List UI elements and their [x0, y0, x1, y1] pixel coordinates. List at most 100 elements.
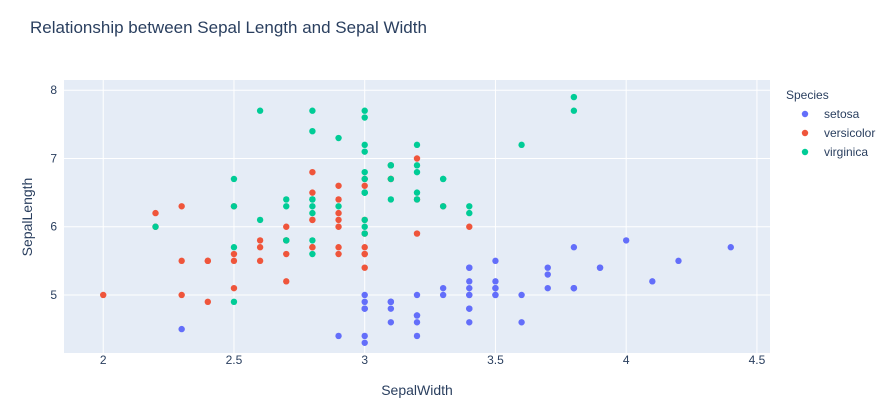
- virginica-point[interactable]: [283, 237, 290, 244]
- versicolor-point[interactable]: [335, 196, 342, 203]
- virginica-point[interactable]: [309, 107, 316, 114]
- virginica-point[interactable]: [309, 127, 316, 135]
- versicolor-point[interactable]: [230, 284, 238, 292]
- versicolor-point[interactable]: [230, 257, 238, 265]
- versicolor-point[interactable]: [256, 244, 264, 251]
- virginica-point[interactable]: [413, 162, 421, 169]
- setosa-point[interactable]: [361, 305, 368, 312]
- virginica-point[interactable]: [335, 134, 342, 142]
- versicolor-point[interactable]: [361, 264, 368, 271]
- virginica-point[interactable]: [361, 148, 368, 155]
- virginica-point[interactable]: [361, 168, 368, 176]
- virginica-point[interactable]: [230, 203, 238, 210]
- virginica-point[interactable]: [309, 196, 316, 203]
- setosa-point[interactable]: [387, 298, 395, 306]
- virginica-point[interactable]: [413, 141, 421, 149]
- plot-area[interactable]: [64, 80, 770, 353]
- setosa-point[interactable]: [413, 312, 421, 319]
- setosa-point[interactable]: [544, 284, 551, 292]
- setosa-point[interactable]: [361, 298, 368, 306]
- virginica-point[interactable]: [361, 175, 368, 183]
- setosa-point[interactable]: [466, 319, 473, 326]
- setosa-point[interactable]: [544, 271, 551, 278]
- virginica-point[interactable]: [439, 175, 447, 183]
- virginica-point[interactable]: [361, 230, 368, 237]
- versicolor-point[interactable]: [100, 291, 107, 299]
- setosa-point[interactable]: [675, 257, 682, 265]
- versicolor-point[interactable]: [178, 203, 185, 210]
- virginica-point[interactable]: [309, 209, 316, 217]
- virginica-point[interactable]: [230, 298, 238, 306]
- versicolor-point[interactable]: [230, 250, 238, 258]
- setosa-point[interactable]: [727, 244, 734, 251]
- setosa-point[interactable]: [518, 319, 525, 326]
- versicolor-point[interactable]: [361, 250, 368, 258]
- virginica-point[interactable]: [387, 162, 395, 169]
- setosa-point[interactable]: [387, 305, 395, 312]
- versicolor-point[interactable]: [361, 244, 368, 251]
- versicolor-point[interactable]: [309, 189, 316, 196]
- setosa-point[interactable]: [413, 291, 421, 299]
- setosa-point[interactable]: [492, 278, 499, 285]
- virginica-point[interactable]: [518, 141, 525, 149]
- versicolor-point[interactable]: [178, 257, 185, 265]
- virginica-point[interactable]: [361, 189, 368, 196]
- setosa-point[interactable]: [178, 325, 185, 333]
- setosa-point[interactable]: [570, 244, 578, 251]
- virginica-point[interactable]: [413, 189, 421, 196]
- versicolor-point[interactable]: [256, 257, 264, 265]
- versicolor-point[interactable]: [256, 237, 264, 244]
- virginica-point[interactable]: [570, 93, 578, 101]
- setosa-point[interactable]: [413, 332, 421, 340]
- virginica-point[interactable]: [466, 203, 473, 210]
- versicolor-point[interactable]: [152, 209, 159, 217]
- setosa-point[interactable]: [439, 291, 447, 299]
- virginica-point[interactable]: [361, 216, 368, 224]
- virginica-point[interactable]: [466, 209, 473, 217]
- setosa-point[interactable]: [439, 284, 447, 292]
- virginica-point[interactable]: [413, 168, 421, 176]
- versicolor-point[interactable]: [283, 250, 290, 258]
- setosa-point[interactable]: [387, 319, 395, 326]
- versicolor-point[interactable]: [178, 291, 185, 299]
- setosa-point[interactable]: [649, 278, 656, 285]
- virginica-point[interactable]: [283, 196, 290, 203]
- legend-item-setosa[interactable]: setosa: [801, 107, 860, 121]
- versicolor-point[interactable]: [335, 250, 342, 258]
- virginica-point[interactable]: [361, 107, 368, 114]
- setosa-point[interactable]: [413, 319, 421, 326]
- virginica-point[interactable]: [152, 223, 159, 230]
- versicolor-point[interactable]: [309, 168, 316, 176]
- virginica-point[interactable]: [309, 203, 316, 210]
- virginica-point[interactable]: [413, 196, 421, 203]
- versicolor-point[interactable]: [413, 230, 421, 237]
- setosa-point[interactable]: [361, 332, 368, 340]
- virginica-point[interactable]: [309, 237, 316, 244]
- virginica-point[interactable]: [361, 223, 368, 230]
- virginica-point[interactable]: [335, 203, 342, 210]
- versicolor-point[interactable]: [466, 223, 473, 230]
- setosa-point[interactable]: [518, 291, 525, 299]
- versicolor-point[interactable]: [309, 244, 316, 251]
- virginica-point[interactable]: [387, 175, 395, 183]
- legend-item-virginica[interactable]: virginica: [801, 145, 869, 159]
- setosa-point[interactable]: [466, 291, 473, 299]
- virginica-point[interactable]: [230, 244, 238, 251]
- setosa-point[interactable]: [466, 264, 473, 271]
- setosa-point[interactable]: [361, 339, 368, 346]
- virginica-point[interactable]: [439, 203, 447, 210]
- versicolor-point[interactable]: [335, 223, 342, 230]
- virginica-point[interactable]: [309, 250, 316, 258]
- versicolor-point[interactable]: [335, 244, 342, 251]
- setosa-point[interactable]: [335, 332, 342, 340]
- virginica-point[interactable]: [256, 107, 264, 114]
- setosa-point[interactable]: [492, 257, 499, 265]
- versicolor-point[interactable]: [204, 298, 212, 306]
- virginica-point[interactable]: [570, 107, 578, 114]
- setosa-point[interactable]: [544, 264, 551, 271]
- virginica-point[interactable]: [361, 141, 368, 149]
- versicolor-point[interactable]: [361, 182, 368, 189]
- versicolor-point[interactable]: [335, 182, 342, 189]
- versicolor-point[interactable]: [283, 278, 290, 285]
- setosa-point[interactable]: [622, 237, 630, 244]
